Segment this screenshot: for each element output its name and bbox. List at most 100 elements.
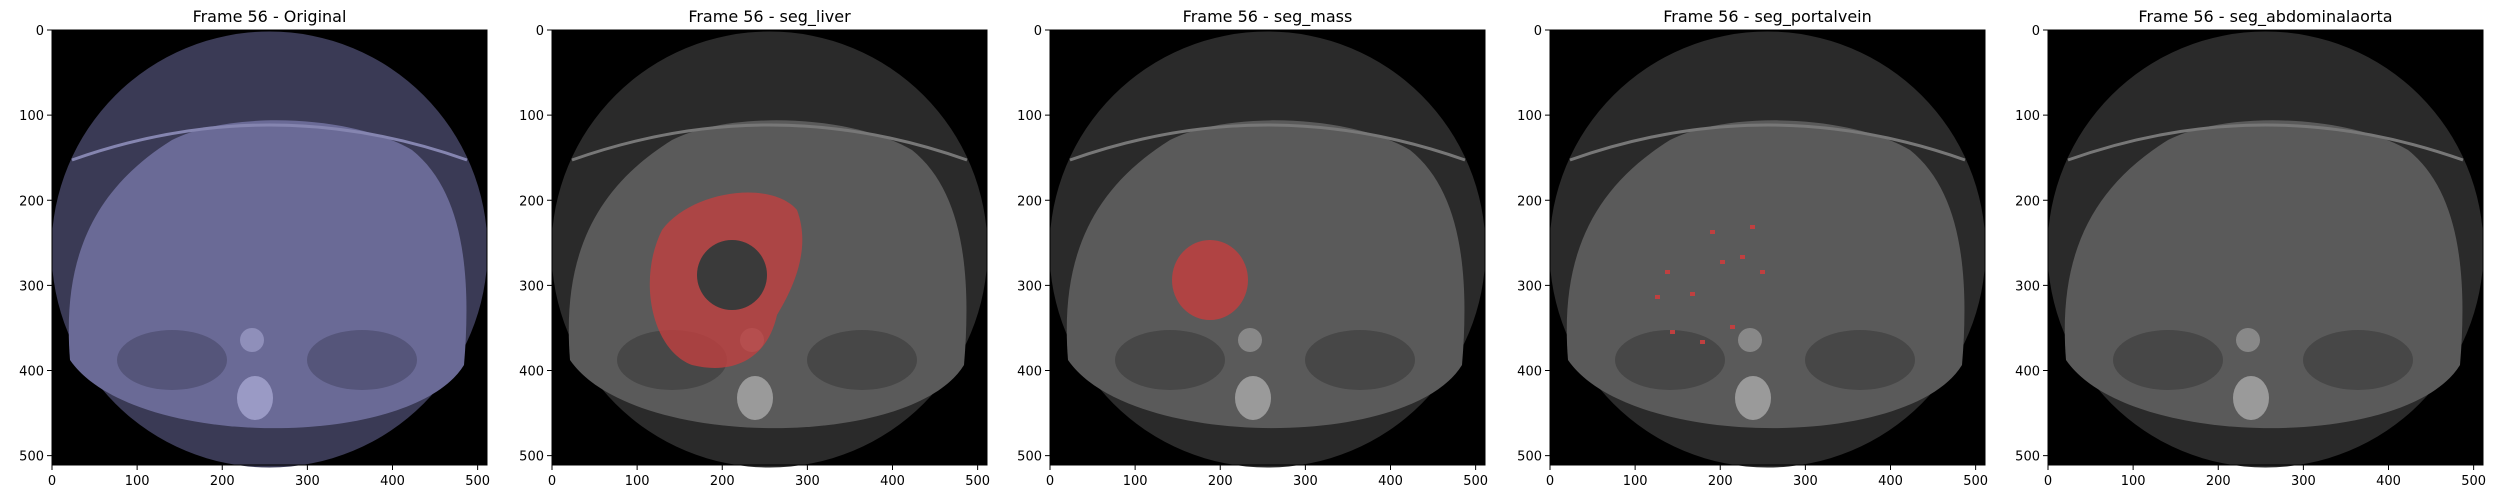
aorta: [2236, 328, 2260, 352]
y-tick-label: 400: [1517, 365, 1542, 380]
x-tick-label: 400: [2376, 474, 2401, 489]
x-tick-label: 400: [1878, 474, 1903, 489]
aorta: [1238, 328, 1262, 352]
x-tick-label: 300: [1793, 474, 1818, 489]
y-tick-label: 200: [1517, 194, 1542, 209]
portalvein-blob: [1760, 270, 1765, 274]
x-tick-label: 100: [2121, 474, 2146, 489]
x-tick-label: 100: [625, 474, 650, 489]
right-lung: [1115, 330, 1225, 390]
panel-title: Frame 56 - Original: [193, 7, 347, 26]
y-tick-label: 500: [19, 450, 44, 465]
y-tick-label: 0: [36, 24, 44, 39]
x-tick-label: 300: [1293, 474, 1318, 489]
skin-arc: [2067, 123, 2464, 162]
portalvein-blob: [1750, 225, 1755, 229]
skin-arc: [1569, 123, 1966, 162]
x-tick-label: 0: [2044, 474, 2052, 489]
y-tick-label: 300: [519, 279, 544, 294]
panel-3: Frame 56 - seg_mass 0 100 200 300 400 500 0 100 2…: [1017, 7, 1488, 489]
y-tick-label: 300: [2015, 279, 2040, 294]
portalvein-blob: [1740, 255, 1745, 259]
x-tick-label: 500: [2461, 474, 2486, 489]
x-tick-label: 300: [2291, 474, 2316, 489]
y-tick-label: 200: [1017, 194, 1042, 209]
panel-title: Frame 56 - seg_liver: [688, 7, 851, 27]
portalvein-blob: [1700, 340, 1705, 344]
x-tick-label: 300: [295, 474, 320, 489]
y-tick-label: 200: [519, 194, 544, 209]
y-tick-label: 200: [2015, 194, 2040, 209]
left-lung: [807, 330, 917, 390]
x-tick-label: 100: [1123, 474, 1148, 489]
portalvein-blob: [1690, 292, 1695, 296]
vertebra: [237, 376, 273, 420]
x-tick-label: 400: [1378, 474, 1403, 489]
mass-overlay: [1172, 240, 1248, 320]
x-tick-label: 500: [1463, 474, 1488, 489]
axes-frame: [51, 29, 488, 466]
right-lung: [2113, 330, 2223, 390]
x-tick-label: 500: [965, 474, 990, 489]
x-tick-label: 500: [1963, 474, 1988, 489]
y-tick-label: 200: [19, 194, 44, 209]
left-lung: [2303, 330, 2413, 390]
panel-4: Frame 56 - seg_portalvein 0 100 200 300 400 50…: [1517, 7, 1988, 489]
y-tick-label: 0: [1034, 24, 1042, 39]
left-lung: [1805, 330, 1915, 390]
y-tick-label: 100: [2015, 109, 2040, 124]
x-tick-label: 200: [1208, 474, 1233, 489]
panel-title: Frame 56 - seg_abdominalaorta: [2138, 7, 2392, 27]
panel-title: Frame 56 - seg_portalvein: [1663, 7, 1872, 27]
y-tick-label: 300: [1517, 279, 1542, 294]
x-tick-label: 0: [548, 474, 556, 489]
panel-1: Frame 56 - Original 0 100 200 300 400 500 0 100 2…: [19, 7, 490, 489]
y-tick-label: 100: [19, 109, 44, 124]
y-tick-label: 100: [519, 109, 544, 124]
axes-frame: [2047, 29, 2484, 466]
y-tick-label: 0: [2032, 24, 2040, 39]
portalvein-blob: [1710, 230, 1715, 234]
y-tick-label: 0: [1534, 24, 1542, 39]
portalvein-blob: [1720, 260, 1725, 264]
aorta: [240, 328, 264, 352]
y-tick-label: 100: [1517, 109, 1542, 124]
aorta: [1738, 328, 1762, 352]
x-tick-label: 0: [1046, 474, 1054, 489]
x-tick-label: 500: [465, 474, 490, 489]
liver-hole: [697, 240, 767, 310]
left-lung: [307, 330, 417, 390]
y-tick-label: 500: [519, 450, 544, 465]
y-tick-label: 0: [536, 24, 544, 39]
x-tick-label: 200: [710, 474, 735, 489]
y-tick-label: 400: [1017, 365, 1042, 380]
x-tick-label: 200: [210, 474, 235, 489]
axes-frame: [1049, 29, 1486, 466]
y-tick-label: 500: [1017, 450, 1042, 465]
vertebra: [2233, 376, 2269, 420]
right-lung: [1615, 330, 1725, 390]
portalvein-blob: [1665, 270, 1670, 274]
x-tick-label: 300: [795, 474, 820, 489]
y-tick-label: 400: [519, 365, 544, 380]
x-tick-label: 400: [880, 474, 905, 489]
y-tick-label: 500: [1517, 450, 1542, 465]
vertebra: [737, 376, 773, 420]
y-tick-label: 100: [1017, 109, 1042, 124]
y-tick-label: 500: [2015, 450, 2040, 465]
portalvein-blob: [1655, 295, 1660, 299]
skin-arc: [571, 123, 968, 162]
x-tick-label: 0: [48, 474, 56, 489]
y-tick-label: 400: [2015, 365, 2040, 380]
left-lung: [1305, 330, 1415, 390]
portalvein-blob: [1730, 325, 1735, 329]
panel-5: Frame 56 - seg_abdominalaorta 0 100 200 300 4…: [2015, 7, 2486, 489]
axes-frame: [551, 29, 988, 466]
skin-arc: [71, 123, 468, 162]
y-tick-label: 300: [1017, 279, 1042, 294]
x-tick-label: 100: [1623, 474, 1648, 489]
x-tick-label: 200: [2206, 474, 2231, 489]
panel-title: Frame 56 - seg_mass: [1183, 7, 1353, 27]
portalvein-blob: [1670, 330, 1675, 334]
